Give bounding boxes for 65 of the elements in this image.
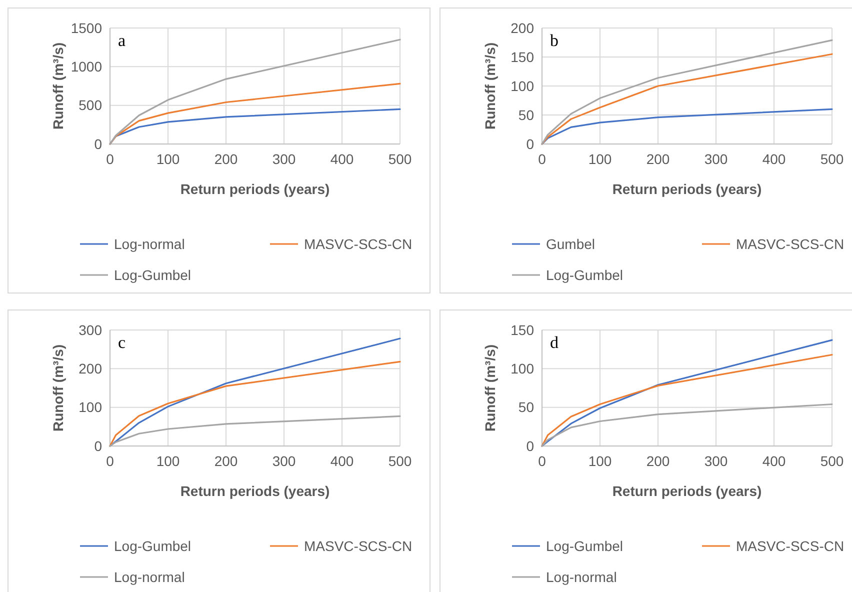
x-tick-label: 0 [538, 151, 546, 167]
x-tick-label: 400 [762, 151, 786, 167]
y-tick-label: 100 [78, 399, 102, 416]
x-tick-label: 100 [156, 453, 180, 469]
legend-label: MASVC-SCS-CN [304, 236, 412, 252]
y-axis-title: Runoff (m³/s) [50, 42, 66, 130]
y-tick-label: 0 [526, 136, 534, 152]
x-tick-label: 300 [704, 151, 728, 167]
y-axis-title: Runoff (m³/s) [50, 344, 66, 432]
x-axis-title: Return periods (years) [180, 483, 330, 499]
annotation: b [550, 31, 558, 50]
y-tick-label: 50 [518, 399, 534, 416]
x-tick-label: 200 [646, 453, 670, 469]
x-tick-label: 500 [388, 151, 412, 167]
legend-label: MASVC-SCS-CN [736, 538, 844, 554]
y-tick-label: 0 [526, 438, 534, 454]
x-tick-label: 500 [388, 453, 412, 469]
legend-label: Log-normal [114, 568, 185, 585]
y-tick-label: 1500 [70, 20, 102, 36]
x-tick-label: 300 [704, 453, 728, 469]
x-tick-label: 100 [156, 151, 180, 167]
x-tick-label: 300 [272, 151, 296, 167]
x-tick-label: 100 [588, 151, 612, 167]
y-tick-label: 150 [510, 48, 534, 65]
legend-label: MASVC-SCS-CN [736, 236, 844, 252]
x-tick-label: 0 [106, 453, 114, 469]
legend-label: Log-normal [546, 568, 617, 585]
annotation: d [550, 333, 559, 352]
y-tick-label: 0 [94, 136, 102, 152]
legend-label: Log-Gumbel [546, 266, 624, 283]
y-tick-label: 300 [78, 322, 102, 338]
y-tick-label: 0 [94, 438, 102, 454]
legend-label: Log-Gumbel [114, 538, 192, 554]
x-tick-label: 100 [588, 453, 612, 469]
y-tick-label: 150 [510, 322, 534, 338]
x-tick-label: 300 [272, 453, 296, 469]
x-tick-label: 400 [762, 453, 786, 469]
x-tick-label: 200 [214, 453, 238, 469]
y-tick-label: 500 [78, 97, 102, 114]
y-tick-label: 1000 [70, 58, 102, 75]
x-tick-label: 200 [214, 151, 238, 167]
y-axis-title: Runoff (m³/s) [482, 42, 498, 130]
legend-label: Log-Gumbel [114, 266, 192, 283]
y-tick-label: 200 [78, 360, 102, 377]
y-tick-label: 50 [518, 106, 534, 123]
annotation: c [118, 333, 126, 352]
legend-label: Gumbel [546, 236, 596, 252]
x-tick-label: 500 [820, 453, 844, 469]
legend-label: Log-Gumbel [546, 538, 624, 554]
y-tick-label: 100 [510, 360, 534, 377]
x-tick-label: 200 [646, 151, 670, 167]
x-axis-title: Return periods (years) [180, 181, 330, 197]
x-tick-label: 0 [106, 151, 114, 167]
y-tick-label: 200 [510, 20, 534, 36]
x-tick-label: 0 [538, 453, 546, 469]
x-tick-label: 500 [820, 151, 844, 167]
annotation: a [118, 31, 126, 50]
legend-label: Log-normal [114, 236, 185, 252]
x-axis-title: Return periods (years) [612, 483, 762, 499]
y-tick-label: 100 [510, 78, 534, 94]
x-tick-label: 400 [330, 453, 354, 469]
x-tick-label: 400 [330, 151, 354, 167]
legend-label: MASVC-SCS-CN [304, 538, 412, 554]
x-axis-title: Return periods (years) [612, 181, 762, 197]
y-axis-title: Runoff (m³/s) [482, 344, 498, 432]
